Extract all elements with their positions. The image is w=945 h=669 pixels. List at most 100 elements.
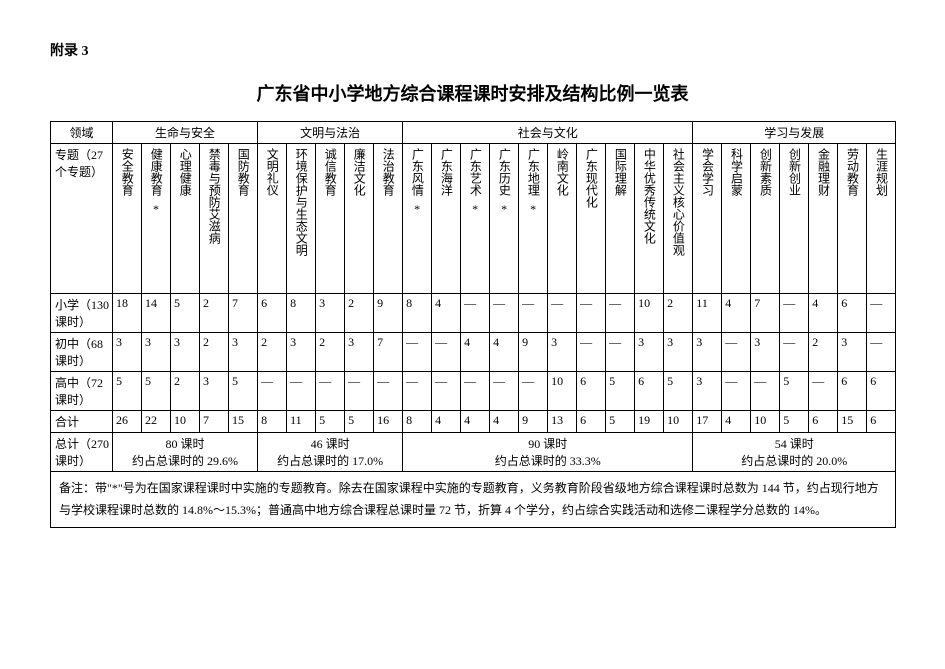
cell-2-8: —	[345, 372, 374, 411]
topic-name-1: 健康教育	[149, 148, 163, 196]
topic-name-19: 社会主义核心价值观	[671, 148, 685, 256]
cell-2-15: 10	[548, 372, 577, 411]
topic-name-24: 金融理财	[816, 148, 830, 196]
cell-1-5: 2	[258, 333, 287, 372]
cell-0-1: 14	[142, 294, 171, 333]
cell-0-17: —	[606, 294, 635, 333]
page-title: 广东省中小学地方综合课程课时安排及结构比例一览表	[50, 80, 895, 106]
cell-3-6: 11	[287, 411, 316, 433]
cell-2-21: —	[722, 372, 751, 411]
cell-3-8: 5	[345, 411, 374, 433]
cell-1-26: —	[867, 333, 896, 372]
table-row: 初中（68课时）3332323237——4493——333—3—23—	[51, 333, 896, 372]
cell-0-22: 7	[751, 294, 780, 333]
cell-3-5: 8	[258, 411, 287, 433]
cell-1-23: —	[780, 333, 809, 372]
summary-g2-l1: 90 课时	[406, 435, 689, 452]
topic-col-5: 文明礼仪	[258, 144, 287, 294]
cell-0-26: —	[867, 294, 896, 333]
summary-g1-l2: 约占总课时的 17.0%	[261, 452, 399, 469]
summary-group-3: 54 课时 约占总课时的 20.0%	[693, 433, 896, 472]
cell-3-10: 8	[403, 411, 432, 433]
cell-2-25: 6	[838, 372, 867, 411]
cell-0-20: 11	[693, 294, 722, 333]
cell-1-14: 9	[519, 333, 548, 372]
cell-0-3: 2	[200, 294, 229, 333]
cell-2-10: —	[403, 372, 432, 411]
table-row: 小学（130课时）18145276832984——————1021147—46—	[51, 294, 896, 333]
topic-col-10: 广东风情*	[403, 144, 432, 294]
cell-3-13: 4	[490, 411, 519, 433]
note-row: 备注：带"*"号为在国家课程课时中实施的专题教育。除去在国家课程中实施的专题教育…	[51, 472, 896, 528]
cell-1-21: —	[722, 333, 751, 372]
cell-2-9: —	[374, 372, 403, 411]
cell-2-3: 3	[200, 372, 229, 411]
cell-0-12: —	[461, 294, 490, 333]
cell-1-0: 3	[113, 333, 142, 372]
cell-2-6: —	[287, 372, 316, 411]
topic-col-11: 广东海洋	[432, 144, 461, 294]
cell-1-7: 2	[316, 333, 345, 372]
summary-total-label: 总计（270课时）	[51, 433, 113, 472]
cell-1-15: 3	[548, 333, 577, 372]
topic-name-15: 岭南文化	[555, 148, 569, 196]
topic-name-18: 中华优秀传统文化	[642, 148, 656, 244]
cell-3-16: 6	[577, 411, 606, 433]
topic-name-6: 环境保护与生态文明	[294, 148, 308, 256]
cell-2-22: —	[751, 372, 780, 411]
cell-1-10: —	[403, 333, 432, 372]
topic-name-17: 国际理解	[613, 148, 627, 196]
topic-col-1: 健康教育 *	[142, 144, 171, 294]
cell-1-22: 3	[751, 333, 780, 372]
summary-group-0: 80 课时 约占总课时的 29.6%	[113, 433, 258, 472]
cell-2-26: 6	[867, 372, 896, 411]
row-label-1: 初中（68课时）	[51, 333, 113, 372]
cell-0-19: 2	[664, 294, 693, 333]
cell-3-18: 19	[635, 411, 664, 433]
topic-star-13: *	[493, 202, 515, 217]
cell-0-7: 3	[316, 294, 345, 333]
cell-3-21: 4	[722, 411, 751, 433]
cell-1-4: 3	[229, 333, 258, 372]
summary-group-1: 46 课时 约占总课时的 17.0%	[258, 433, 403, 472]
topic-name-23: 创新创业	[787, 148, 801, 196]
topic-name-4: 国防教育	[236, 148, 250, 196]
summary-g3-l1: 54 课时	[696, 435, 892, 452]
topic-star-1: *	[145, 202, 167, 217]
cell-3-9: 16	[374, 411, 403, 433]
cell-0-24: 4	[809, 294, 838, 333]
cell-2-13: —	[490, 372, 519, 411]
cell-1-2: 3	[171, 333, 200, 372]
domain-learning-dev: 学习与发展	[693, 122, 896, 144]
cell-3-26: 6	[867, 411, 896, 433]
summary-row: 总计（270课时） 80 课时 约占总课时的 29.6% 46 课时 约占总课时…	[51, 433, 896, 472]
cell-1-24: 2	[809, 333, 838, 372]
topic-col-17: 国际理解	[606, 144, 635, 294]
topic-name-9: 法治教育	[381, 148, 395, 196]
topic-col-25: 劳动教育	[838, 144, 867, 294]
cell-1-3: 2	[200, 333, 229, 372]
summary-g0-l1: 80 课时	[116, 435, 254, 452]
topic-col-3: 禁毒与预防艾滋病	[200, 144, 229, 294]
cell-3-11: 4	[432, 411, 461, 433]
cell-2-12: —	[461, 372, 490, 411]
topic-name-14: 广东地理	[526, 148, 540, 196]
cell-0-10: 8	[403, 294, 432, 333]
cell-2-0: 5	[113, 372, 142, 411]
topic-col-20: 学会学习	[693, 144, 722, 294]
cell-2-11: —	[432, 372, 461, 411]
topic-col-14: 广东地理*	[519, 144, 548, 294]
topic-col-15: 岭南文化	[548, 144, 577, 294]
summary-group-2: 90 课时 约占总课时的 33.3%	[403, 433, 693, 472]
row-label-0: 小学（130课时）	[51, 294, 113, 333]
cell-1-25: 3	[838, 333, 867, 372]
topic-name-21: 科学启蒙	[729, 148, 743, 196]
topic-star-12: *	[464, 202, 486, 217]
topic-name-8: 廉洁文化	[352, 148, 366, 196]
cell-3-19: 10	[664, 411, 693, 433]
topic-name-13: 广东历史	[497, 148, 511, 196]
cell-1-1: 3	[142, 333, 171, 372]
row-label-3: 合计	[51, 411, 113, 433]
topic-star-10: *	[406, 202, 428, 217]
table-row: 高中（72课时）55235——————————1065653——5—66	[51, 372, 896, 411]
